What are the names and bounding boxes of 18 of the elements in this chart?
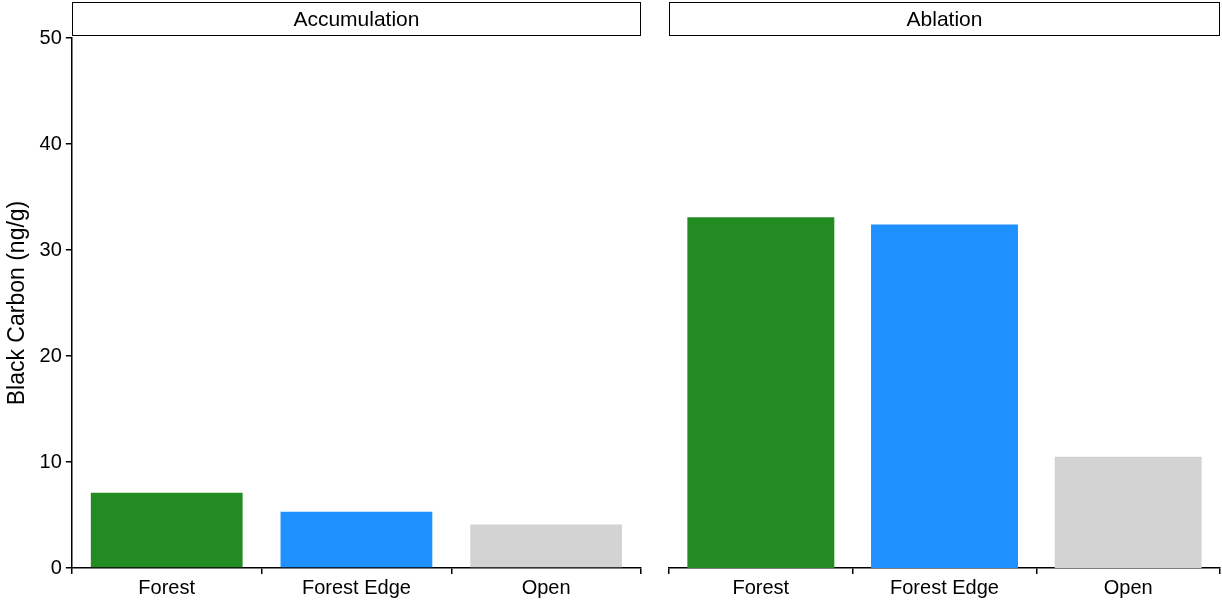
x-tick-label: Forest Edge (301, 575, 411, 598)
y-tick-label: 30 (39, 237, 62, 260)
y-tick-label: 20 (39, 343, 62, 366)
y-tick-label: 50 (39, 25, 62, 48)
x-tick-label: Open (1103, 575, 1153, 598)
y-tick-label: 10 (39, 449, 62, 472)
y-tick-label: 40 (39, 131, 62, 154)
x-tick-label: Open (521, 575, 571, 598)
bar (280, 511, 433, 568)
bar (470, 524, 623, 568)
x-tick-label: Forest Edge (890, 575, 999, 598)
chart-title: Ablation (669, 2, 1220, 36)
x-tick-label: Forest (732, 575, 790, 598)
y-axis-title: Black Carbon (ng/g) (3, 200, 30, 406)
bar (90, 492, 243, 568)
chart-title: Accumulation (71, 2, 641, 36)
x-tick-label: Forest (138, 575, 196, 598)
y-tick-label: 0 (50, 555, 62, 578)
